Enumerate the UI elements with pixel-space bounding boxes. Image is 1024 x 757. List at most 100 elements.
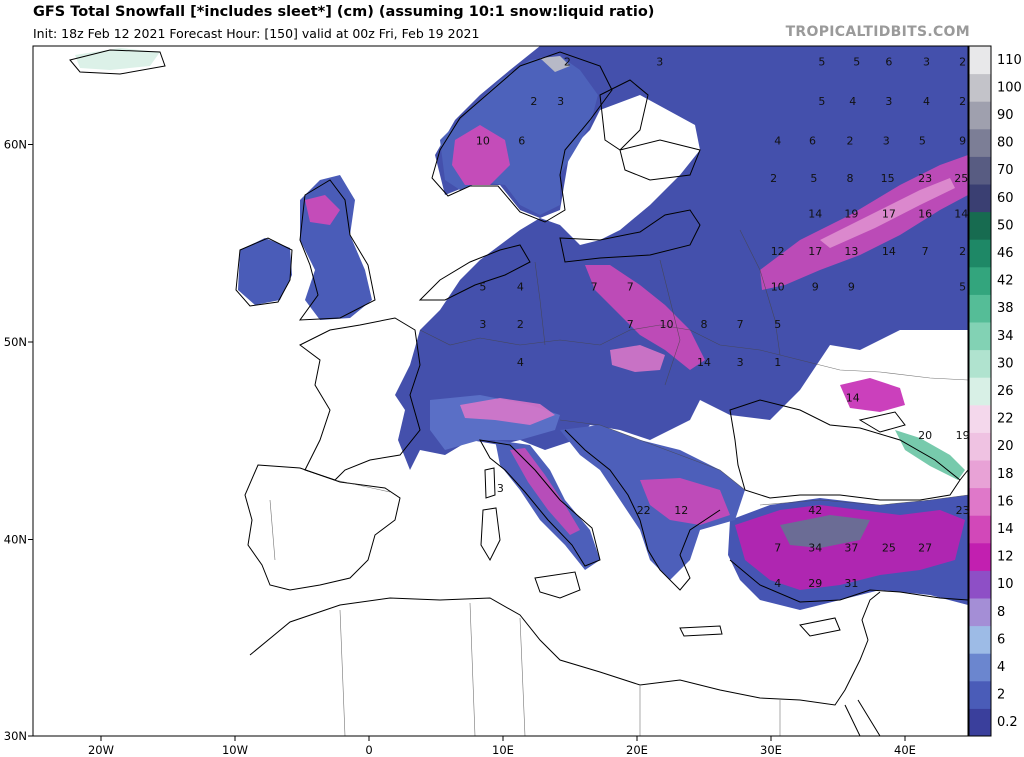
brand-watermark: TROPICALTIDBITS.COM	[785, 24, 970, 40]
border-iberia	[269, 499, 276, 561]
country-borders	[269, 229, 968, 736]
snowfall-value: 4	[849, 95, 856, 108]
longitude-tick-label: 10W	[222, 743, 248, 757]
latitude-tick-label: 50N	[4, 335, 27, 349]
snow-region-ireland	[238, 238, 292, 305]
snowfall-value: 14	[954, 208, 968, 221]
snowfall-value: 19	[844, 208, 858, 221]
heavy-snow-band-poland	[585, 265, 705, 370]
colorbar-label: 90	[997, 108, 1014, 123]
coastline-sardinia	[480, 507, 501, 562]
colorbar-label: 6	[997, 632, 1005, 647]
snowfall-shading	[75, 46, 968, 610]
colorbar-swatch	[969, 156, 991, 185]
coastline-anatolia-south	[729, 559, 968, 603]
map-canvas	[33, 46, 968, 736]
colorbar-swatch	[969, 239, 991, 268]
snowfall-value: 3	[885, 95, 892, 108]
heavy-snow-band-russia-inner	[820, 178, 955, 248]
heavy-snow-band-caucasus	[895, 430, 965, 480]
snowfall-value: 5	[919, 135, 926, 148]
forecast-info: Init: 18z Feb 12 2021 Forecast Hour: [15…	[33, 26, 480, 41]
coastline-caspian	[959, 469, 968, 481]
snowfall-value: 5	[810, 172, 817, 185]
snowfall-value: 4	[774, 577, 781, 590]
snowfall-value: 4	[774, 135, 781, 148]
colorbar-swatch	[969, 680, 991, 709]
longitude-tick-label: 30E	[760, 743, 782, 757]
coastline-britain	[298, 179, 376, 321]
colorbar-legend: 0.22468101214161820222630343842465060708…	[968, 45, 1022, 737]
snowfall-value: 2	[564, 56, 571, 69]
snowfall-value: 7	[774, 541, 781, 554]
snowfall-value: 4	[923, 95, 930, 108]
snowfall-value: 2	[847, 135, 854, 148]
coastline-iberia	[244, 464, 401, 591]
border-turkey	[759, 494, 968, 506]
map-title: GFS Total Snowfall [*includes sleet*] (c…	[33, 4, 655, 20]
colorbar-swatch	[969, 377, 991, 406]
colorbar-swatch	[969, 432, 991, 461]
colorbar-swatch	[969, 598, 991, 627]
snowfall-value: 31	[844, 577, 858, 590]
colorbar-label: 26	[997, 384, 1014, 399]
snowfall-value: 5	[818, 95, 825, 108]
colorbar-label: 10	[997, 577, 1014, 592]
snowfall-value: 10	[476, 135, 490, 148]
colorbar-swatch	[969, 487, 991, 516]
colorbar-swatch	[969, 101, 991, 130]
snowfall-value: 5	[818, 56, 825, 69]
colorbar-label: 110	[997, 53, 1022, 68]
snowfall-value: 34	[808, 541, 822, 554]
colorbar-swatch	[969, 322, 991, 351]
snowfall-value: 7	[627, 281, 634, 294]
heavy-snow-band-alps	[460, 398, 555, 425]
coastline-cyprus	[799, 617, 841, 637]
coastline-scandinavia	[431, 51, 613, 223]
colorbar-swatch	[969, 515, 991, 544]
border-central-europe	[419, 324, 968, 381]
snowfall-value: 5	[853, 56, 860, 69]
coastline-adriatic-east	[564, 429, 721, 591]
snowfall-value: 2	[770, 172, 777, 185]
coastline-finland	[619, 139, 701, 181]
snowfall-value: 23	[956, 504, 970, 517]
colorbar-swatch	[969, 184, 991, 213]
colorbar-swatch	[969, 653, 991, 682]
heavy-snow-band-ukraine-south	[840, 378, 905, 412]
border-france-spain	[334, 479, 391, 493]
coastline-north-africa	[249, 597, 869, 706]
snowfall-value: 3	[883, 135, 890, 148]
colorbar-swatch	[969, 625, 991, 654]
coastline-france	[299, 317, 421, 481]
coastline-corsica	[484, 467, 496, 499]
snowfall-value: 37	[844, 541, 858, 554]
coastline-iceland	[69, 49, 166, 75]
colorbar-label: 0.2	[997, 715, 1018, 730]
snowfall-value: 25	[882, 541, 896, 554]
border-north-africa	[339, 602, 781, 736]
colorbar-label: 70	[997, 163, 1014, 178]
colorbar-swatch	[969, 46, 991, 75]
longitude-tick-label: 40E	[894, 743, 916, 757]
colorbar-label: 42	[997, 274, 1014, 289]
snowfall-value: 17	[808, 245, 822, 258]
latitude-axis: 30N 40N 50N 60N	[4, 138, 33, 743]
snowfall-value: 15	[881, 172, 895, 185]
snowfall-value: 6	[809, 135, 816, 148]
colorbar-swatch	[969, 349, 991, 378]
snowfall-value: 2	[959, 56, 966, 69]
snowfall-value: 7	[922, 245, 929, 258]
snowfall-value: 19	[956, 429, 970, 442]
snowfall-value: 3	[497, 482, 504, 495]
coastline-ireland	[235, 237, 293, 307]
snowfall-value: 2	[959, 95, 966, 108]
colorbar-label: 60	[997, 191, 1014, 206]
snowfall-value: 29	[808, 577, 822, 590]
colorbar-label: 4	[997, 660, 1005, 675]
snowfall-value: 2	[959, 245, 966, 258]
light-snow-arctic-patch	[540, 56, 570, 72]
snowfall-value: 10	[659, 318, 673, 331]
